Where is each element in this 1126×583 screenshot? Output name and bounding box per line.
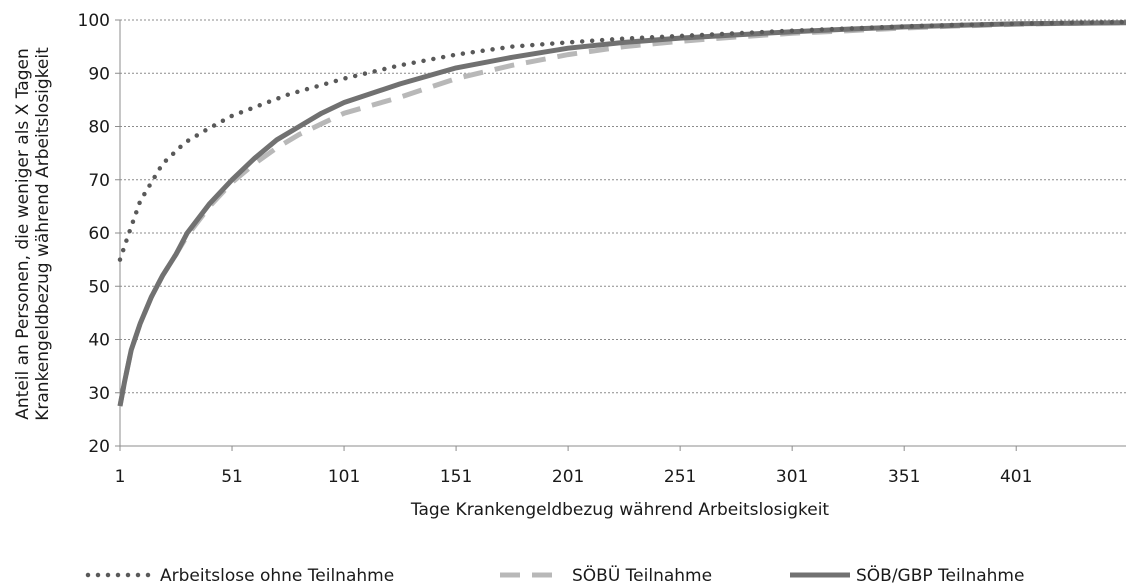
- y-tick-label-90: 90: [88, 64, 110, 84]
- y-tick-label-50: 50: [88, 277, 110, 297]
- series-lines: [117, 19, 1126, 407]
- x-tick-label-151: 151: [440, 467, 472, 487]
- y-axis-title: Anteil an Personen, die weniger als X Ta…: [13, 47, 53, 421]
- x-tick-label-301: 301: [776, 467, 808, 487]
- x-tick-label-401: 401: [1000, 467, 1032, 487]
- x-tick-label-251: 251: [664, 467, 696, 487]
- axes: [115, 19, 1126, 451]
- x-axis-title: Tage Krankengeldbezug während Arbeitslos…: [410, 500, 830, 520]
- legend-label-soeb-gbp: SÖB/GBP Teilnahme: [856, 564, 1024, 583]
- legend-item-soebue: SÖBÜ Teilnahme: [500, 564, 712, 583]
- y-tick-label-60: 60: [88, 224, 110, 244]
- series-line-2: [117, 20, 1126, 407]
- y-tick-label-20: 20: [88, 437, 110, 457]
- x-tick-label-201: 201: [552, 467, 584, 487]
- legend-label-arbeitslose: Arbeitslose ohne Teilnahme: [160, 566, 394, 583]
- y-tick-label-80: 80: [88, 118, 110, 138]
- legend-item-arbeitslose: Arbeitslose ohne Teilnahme: [85, 566, 394, 583]
- x-tick-label-51: 51: [221, 467, 243, 487]
- legend: Arbeitslose ohne Teilnahme SÖBÜ Teilnahm…: [85, 564, 1024, 583]
- series-line-1: [117, 20, 1126, 407]
- x-tick-label-1: 1: [115, 467, 126, 487]
- x-tick-label-351: 351: [888, 467, 920, 487]
- y-axis-title-line-1: Anteil an Personen, die weniger als X Ta…: [13, 48, 33, 420]
- legend-item-soeb-gbp: SÖB/GBP Teilnahme: [790, 564, 1024, 583]
- y-tick-labels: 20 30 40 50 60 70 80 90 100: [78, 11, 110, 457]
- series-line-0: [117, 19, 1126, 262]
- y-tick-label-30: 30: [88, 384, 110, 404]
- y-axis-title-line-2: Krankengeldbezug während Arbeitslosigkei…: [33, 47, 53, 421]
- x-tick-label-101: 101: [328, 467, 360, 487]
- x-tick-labels: 1 51 101 151 201 251 301 351 401: [115, 467, 1033, 487]
- y-tick-label-70: 70: [88, 171, 110, 191]
- gridlines: [120, 19, 1126, 394]
- legend-label-soebue: SÖBÜ Teilnahme: [572, 564, 712, 583]
- y-tick-label-40: 40: [88, 331, 110, 351]
- y-tick-label-100: 100: [78, 11, 110, 31]
